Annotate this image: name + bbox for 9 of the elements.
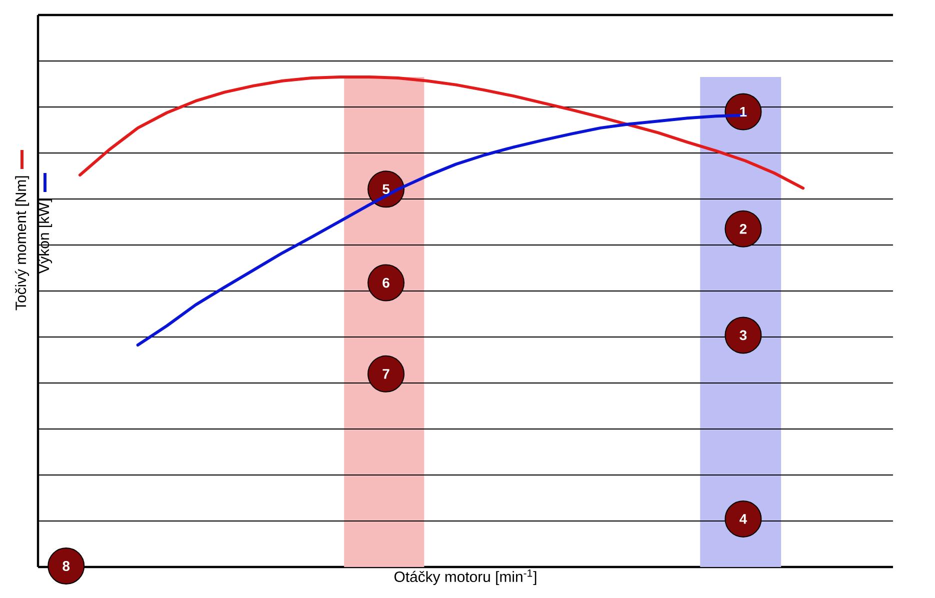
- annotation: 6: [382, 278, 390, 288]
- annotation: 7: [382, 369, 390, 379]
- annotation: 4: [740, 514, 748, 524]
- x-axis-title: Otáčky motoru [min$^{-1}$]: [394, 570, 536, 585]
- annotation: 5: [382, 184, 390, 194]
- annotation: 2: [740, 224, 747, 234]
- annotation: 8: [62, 561, 70, 571]
- legend-label: Točivý moment [Nm]: [14, 176, 30, 310]
- annotation: 3: [740, 330, 747, 340]
